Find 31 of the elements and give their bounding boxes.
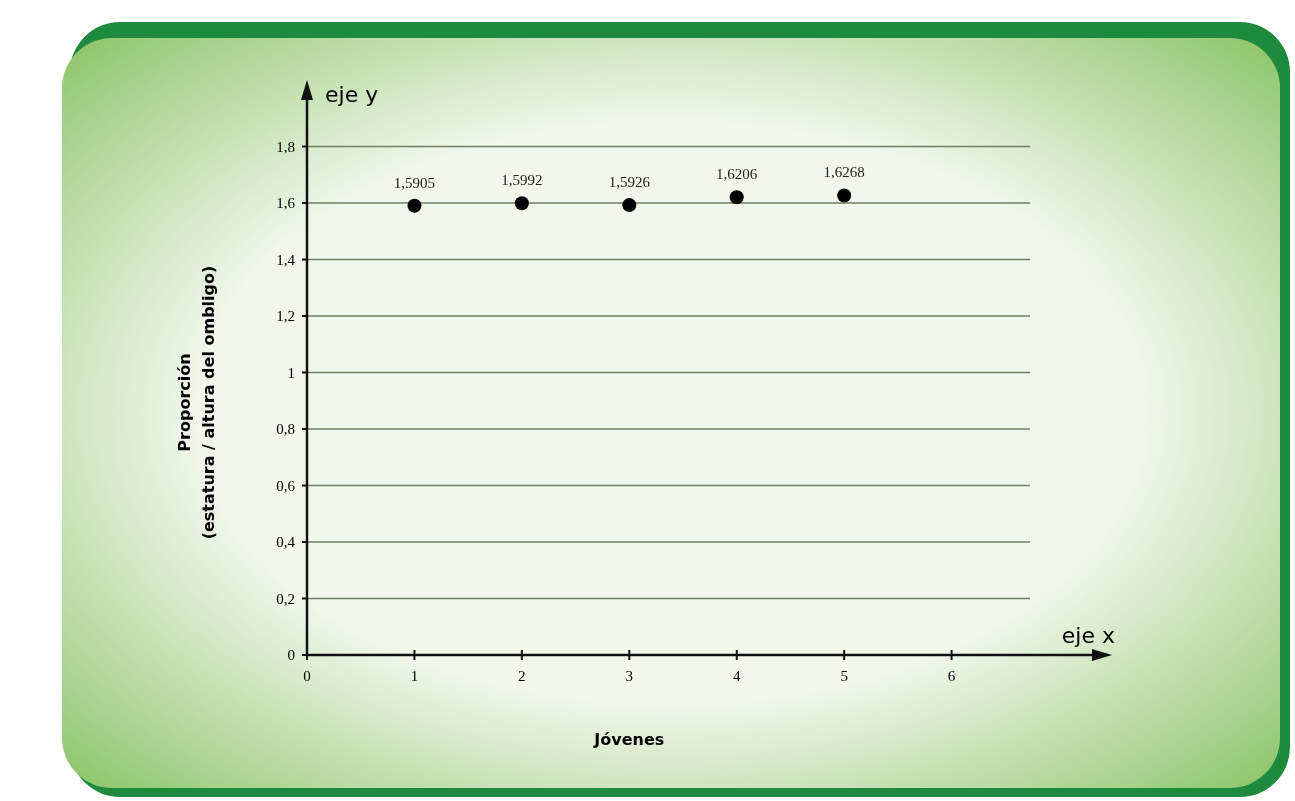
point	[407, 198, 422, 213]
data-label: 1,5992	[501, 172, 543, 189]
y-tick-label: 0	[287, 647, 295, 663]
x-tick-label: 2	[518, 668, 526, 684]
y-tick-label: 0,6	[276, 477, 296, 494]
x-tick-label: 5	[840, 668, 848, 684]
data-label: 1,6268	[823, 164, 865, 181]
x-tick-label: 3	[625, 668, 634, 684]
y-tick-label: 1,6	[276, 195, 296, 211]
x-tick-label: 4	[732, 668, 741, 684]
point	[837, 188, 852, 203]
point	[622, 198, 637, 213]
x-tick-label: 6	[947, 668, 956, 684]
y-tick-label: 0,4	[276, 534, 296, 550]
x-axis-title: Jóvenes	[593, 730, 665, 749]
y-tick-label: 1,4	[276, 251, 296, 268]
x-tick-label: 0	[303, 668, 311, 684]
x-tick-label: 1	[410, 668, 419, 684]
y-tick-label: 1	[287, 364, 295, 381]
data-label: 1,5926	[608, 174, 651, 191]
annotation: eje y	[325, 82, 379, 107]
annotation: eje x	[1061, 623, 1115, 648]
point	[729, 190, 744, 205]
data-label: 1,5905	[393, 174, 436, 191]
y-axis-title: Proporción (estatura / altura del ombligo)	[175, 265, 218, 540]
data-label: 1,6206	[716, 166, 758, 183]
y-tick-label: 0,8	[276, 421, 295, 437]
y-tick-label: 0,2	[276, 590, 295, 607]
y-tick-label: 1,2	[276, 308, 295, 324]
y-tick-label: 1,8	[276, 138, 295, 155]
point	[514, 196, 529, 211]
